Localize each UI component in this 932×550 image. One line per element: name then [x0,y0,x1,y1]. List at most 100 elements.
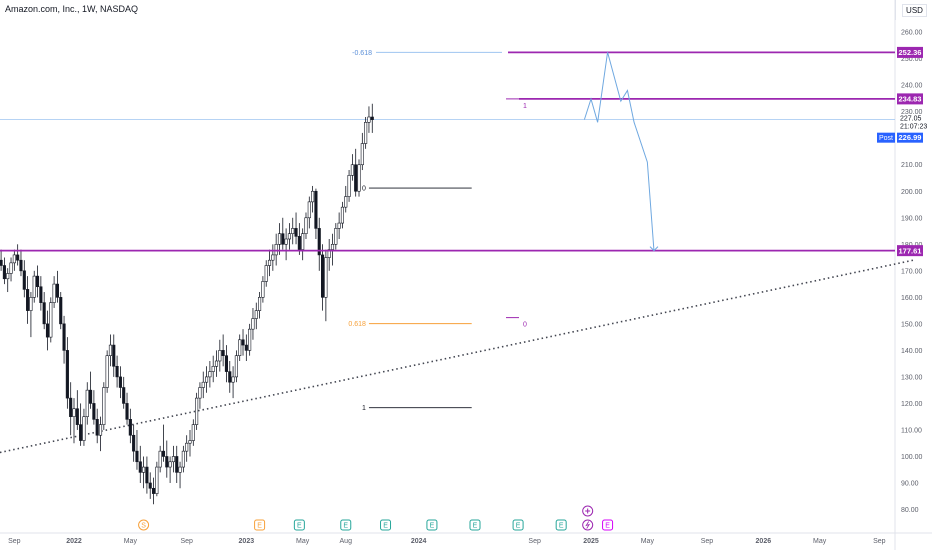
event-label: E [257,523,262,530]
time-tick-label: 2024 [411,538,427,545]
candle-body [79,424,83,441]
candle-body [330,244,335,250]
fib-label: 0 [362,186,366,193]
price-tick-label: 240.00 [901,83,923,90]
time-tick-label: Sep [8,538,21,545]
candle-body [248,328,252,351]
event-label: E [430,523,435,530]
level-price-label: 252.36 [899,48,922,57]
level-price-tag [897,93,923,105]
projection-arrow [649,246,659,252]
earnings-event-marker[interactable]: E [426,519,438,531]
candle-body [311,190,315,203]
price-tick-label: 100.00 [901,454,923,461]
time-tick-label: Sep [873,538,886,545]
candle-body [16,254,20,261]
earnings-event-marker[interactable]: E [293,519,305,531]
currency-label: USD [902,3,927,17]
candle-body [327,249,331,258]
bar-countdown: 21:07:23 [900,124,927,131]
time-tick-label: Aug [340,538,353,545]
candle-body [108,344,113,356]
time-tick-label: 2026 [756,538,772,545]
last-price-label: 227.05 [900,116,922,123]
candle-body [115,365,119,378]
earnings-event-marker[interactable]: E [602,519,614,531]
candle-body [224,355,229,372]
candle-body [85,389,89,417]
candle-body [218,350,222,362]
candle-body [181,450,185,468]
candle-body [35,275,40,288]
candle-body [52,283,56,303]
candle-body [161,450,166,457]
candle-body [287,233,291,240]
candle-body [360,143,364,166]
candle-body [39,286,43,303]
earnings-event-marker[interactable]: E [340,519,352,531]
candle-body [105,355,109,388]
candle-body [191,424,195,441]
candle-body [340,206,345,224]
event-label: E [383,523,388,530]
level-price-label: 234.83 [899,95,922,104]
candle-body [45,323,50,338]
support-trendline [0,258,916,454]
candle-body [165,456,169,468]
candle-body [320,254,325,298]
candle-body [221,350,225,356]
candle-body [142,466,146,473]
candle-body [132,434,136,452]
candle-body [364,122,368,144]
chart-title: Amazon.com, Inc., 1W, NASDAQ [5,4,139,14]
candle-body [42,302,46,325]
time-tick-label: May [641,538,655,545]
candle-body [324,257,328,298]
projection-path [583,52,655,251]
earnings-event-marker[interactable]: E [469,519,481,531]
earnings-event-marker[interactable]: E [512,519,524,531]
candle-body [98,424,103,436]
candle-body [231,376,235,383]
price-tick-label: 190.00 [901,215,923,222]
candle-body [254,310,258,319]
price-tick-label: 250.00 [901,56,923,63]
candle-body [301,233,305,250]
price-tick-label: 130.00 [901,374,923,381]
candle-body [125,403,129,420]
candle-body [6,273,10,280]
candle-body [271,254,275,261]
event-label: E [297,523,302,530]
candle-body [59,297,63,325]
candle-body [151,487,156,494]
candle-body [367,116,371,123]
time-tick-label: 2023 [239,538,255,545]
earnings-event-marker[interactable]: E [380,519,392,531]
split-event-marker[interactable]: S [138,519,150,531]
candle-body [145,466,149,484]
price-tick-label: 210.00 [901,162,923,169]
level-price-tag [897,46,923,58]
earnings-event-marker[interactable]: E [555,519,567,531]
candle-body [267,259,272,266]
earnings-event-marker[interactable]: E [254,519,266,531]
candle-body [29,297,33,311]
candle-body [92,403,96,420]
candle-body [251,318,255,330]
candle-body [148,482,152,489]
fib-label: 0.618 [348,321,366,328]
candle-body [122,387,126,404]
candle-body [135,450,139,463]
candle-body [2,265,6,280]
candle-body [55,283,59,298]
candle-body [274,244,278,256]
candle-body [284,238,288,245]
fib-label: 1 [523,103,527,110]
candle-body [334,228,338,245]
price-tick-label: 170.00 [901,268,923,275]
candle-body [112,344,116,367]
event-label: E [473,523,478,530]
candle-body [277,233,282,245]
price-tick-label: 80.00 [901,507,919,514]
